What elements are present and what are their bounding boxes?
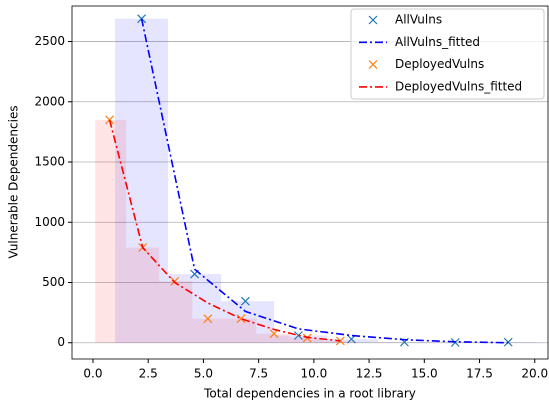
x-tick-label: 15.0 (411, 367, 438, 381)
x-tick-label: 10.0 (301, 367, 328, 381)
y-tick-label: 0 (57, 335, 65, 349)
fitted-line (108, 119, 341, 342)
plot-frame (71, 5, 549, 360)
y-tick-label: 2000 (34, 94, 65, 108)
histogram-bar (256, 333, 290, 343)
histogram-bar (95, 119, 127, 343)
y-tick-label: 500 (42, 275, 65, 289)
marker (240, 296, 250, 306)
marker (368, 60, 378, 70)
fitted-line (140, 18, 509, 344)
x-tick-label: 17.5 (466, 367, 493, 381)
y-axis-label: Vulnerable Dependencies (7, 105, 21, 258)
legend-box (350, 8, 545, 100)
marker (368, 15, 378, 25)
histogram-bar (159, 281, 193, 343)
x-tick-label: 12.5 (356, 367, 383, 381)
x-tick-label: 5.0 (194, 367, 213, 381)
histogram-bar (289, 337, 323, 343)
marker (203, 314, 213, 324)
histogram-bar (225, 318, 257, 343)
marker (293, 331, 303, 340)
x-tick-label: 20.0 (521, 367, 548, 381)
legend-label: DeployedVulns (395, 57, 484, 71)
y-tick-label: 1500 (34, 155, 65, 169)
legend: AllVulns AllVulns_fitted DeployedVulns Depl… (350, 8, 545, 100)
x-tick-label: 7.5 (249, 367, 268, 381)
histogram-bar (126, 247, 160, 343)
marker (269, 329, 279, 339)
histogram-bar (115, 18, 169, 343)
histogram-bar (168, 274, 222, 343)
x-tick-label: 2.5 (139, 367, 158, 381)
legend-label: DeployedVulns_fitted (395, 79, 522, 93)
y-tick-label: 2500 (34, 34, 65, 48)
legend-label: AllVulns (395, 13, 442, 27)
x-tick-label: 0.0 (83, 367, 102, 381)
histogram-bar (274, 335, 328, 343)
histogram-bar (192, 318, 226, 343)
x-axis-label: Total dependencies in a root library (203, 387, 416, 401)
marker (236, 314, 246, 324)
histogram-bar (221, 301, 275, 343)
histogram-bar (483, 342, 537, 343)
y-tick-label: 1000 (34, 215, 65, 229)
legend-label: AllVulns_fitted (395, 35, 480, 49)
